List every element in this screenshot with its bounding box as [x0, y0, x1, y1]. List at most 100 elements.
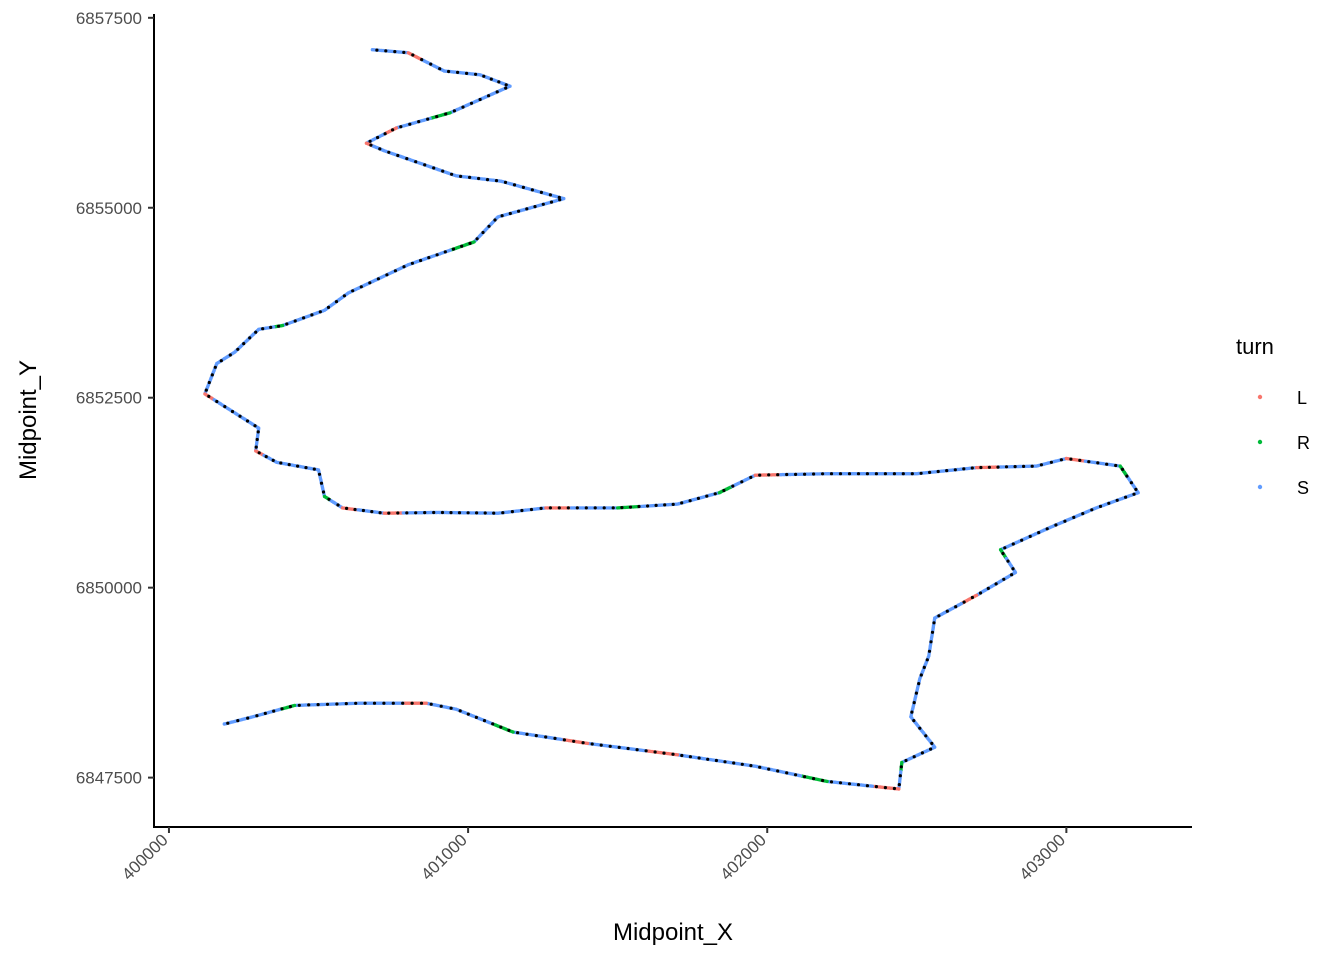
- overlay-point: [520, 508, 524, 513]
- overlay-point: [468, 241, 472, 245]
- overlay-point: [986, 586, 990, 591]
- overlay-point: [236, 347, 240, 351]
- overlay-point: [487, 94, 491, 98]
- overlay-point: [557, 506, 561, 510]
- overlay-point: [899, 765, 903, 769]
- overlay-point: [387, 150, 391, 154]
- overlay-point: [1072, 515, 1076, 520]
- overlay-point: [316, 703, 320, 707]
- overlay-point: [558, 198, 562, 202]
- overlay-point: [342, 294, 346, 298]
- overlay-point: [516, 731, 520, 735]
- overlay-point: [803, 472, 807, 476]
- overlay-point: [847, 782, 852, 786]
- overlay-point: [504, 83, 508, 87]
- overlay-point: [465, 71, 469, 75]
- overlay-point: [803, 775, 807, 779]
- overlay-point: [382, 701, 386, 705]
- overlay-point: [466, 511, 470, 515]
- overlay-point: [345, 506, 349, 510]
- overlay-point: [261, 327, 265, 331]
- overlay-point: [680, 501, 684, 505]
- overlay-point: [254, 445, 258, 449]
- overlay-point: [461, 105, 465, 109]
- overlay-point: [396, 511, 400, 515]
- overlay-point: [503, 180, 508, 184]
- overlay-point: [1078, 458, 1082, 462]
- overlay-point: [883, 472, 888, 476]
- overlay-point: [812, 472, 816, 476]
- overlay-point: [410, 261, 414, 265]
- legend-label: R: [1297, 433, 1310, 453]
- overlay-point: [494, 179, 499, 183]
- overlay-point: [663, 503, 667, 507]
- overlay-point: [970, 466, 974, 470]
- legend-title: turn: [1236, 334, 1274, 359]
- overlay-point: [1132, 492, 1136, 496]
- overlay-point: [1125, 474, 1129, 478]
- overlay-point: [529, 507, 534, 512]
- overlay-point: [978, 591, 983, 595]
- overlay-point: [697, 756, 701, 760]
- overlay-point: [257, 451, 261, 455]
- overlay-point: [417, 120, 421, 124]
- overlay-point: [302, 316, 306, 320]
- overlay-point: [435, 115, 439, 119]
- overlay-point: [1098, 504, 1103, 508]
- overlay-point: [474, 715, 478, 720]
- overlay-point: [242, 342, 246, 346]
- overlay-point: [922, 665, 926, 670]
- overlay-point: [363, 701, 367, 705]
- overlay-point: [925, 658, 929, 662]
- overlay-point: [359, 285, 363, 289]
- overlay-point: [215, 399, 219, 404]
- overlay-point: [696, 496, 701, 500]
- overlay-point: [460, 244, 464, 248]
- overlay-point: [1011, 567, 1015, 571]
- overlay-point: [327, 497, 331, 501]
- overlay-point: [1124, 495, 1128, 499]
- overlay-point: [426, 117, 430, 121]
- overlay-point: [593, 506, 597, 510]
- y-tick-label: 6847500: [76, 769, 142, 788]
- overlay-point: [566, 506, 570, 510]
- overlay-point: [521, 185, 526, 189]
- overlay-point: [912, 719, 916, 723]
- overlay-point: [504, 86, 508, 90]
- overlay-point: [438, 67, 442, 71]
- overlay-point: [492, 511, 496, 515]
- legend-label: L: [1297, 388, 1307, 408]
- overlay-point: [874, 785, 879, 789]
- overlay-point: [354, 701, 358, 705]
- overlay-point: [927, 649, 932, 653]
- overlay-point: [271, 458, 275, 462]
- overlay-point: [368, 281, 372, 285]
- overlay-point: [1059, 458, 1063, 462]
- overlay-point: [287, 463, 291, 467]
- overlay-point: [230, 409, 235, 414]
- overlay-point: [897, 783, 901, 787]
- overlay-point: [369, 143, 373, 147]
- overlay-point: [557, 195, 561, 199]
- overlay-point: [572, 739, 576, 743]
- overlay-point: [932, 621, 936, 625]
- x-axis-title: Midpoint_X: [613, 919, 733, 946]
- overlay-point: [945, 609, 949, 613]
- overlay-point: [626, 746, 630, 751]
- overlay-point: [393, 50, 397, 54]
- overlay-point: [1120, 467, 1125, 471]
- legend-key: [1257, 439, 1263, 445]
- overlay-point: [856, 472, 861, 476]
- overlay-point: [236, 719, 240, 723]
- overlay-point: [928, 470, 932, 474]
- overlay-point: [245, 419, 250, 423]
- overlay-point: [288, 705, 292, 709]
- overlay-point: [435, 253, 439, 257]
- legend-entries: L R S: [1257, 388, 1310, 498]
- overlay-point: [459, 174, 463, 178]
- overlay-point: [469, 101, 474, 105]
- overlay-point: [723, 760, 727, 764]
- overlay-point: [987, 465, 992, 469]
- overlay-point: [994, 582, 998, 586]
- overlay-point: [423, 510, 427, 515]
